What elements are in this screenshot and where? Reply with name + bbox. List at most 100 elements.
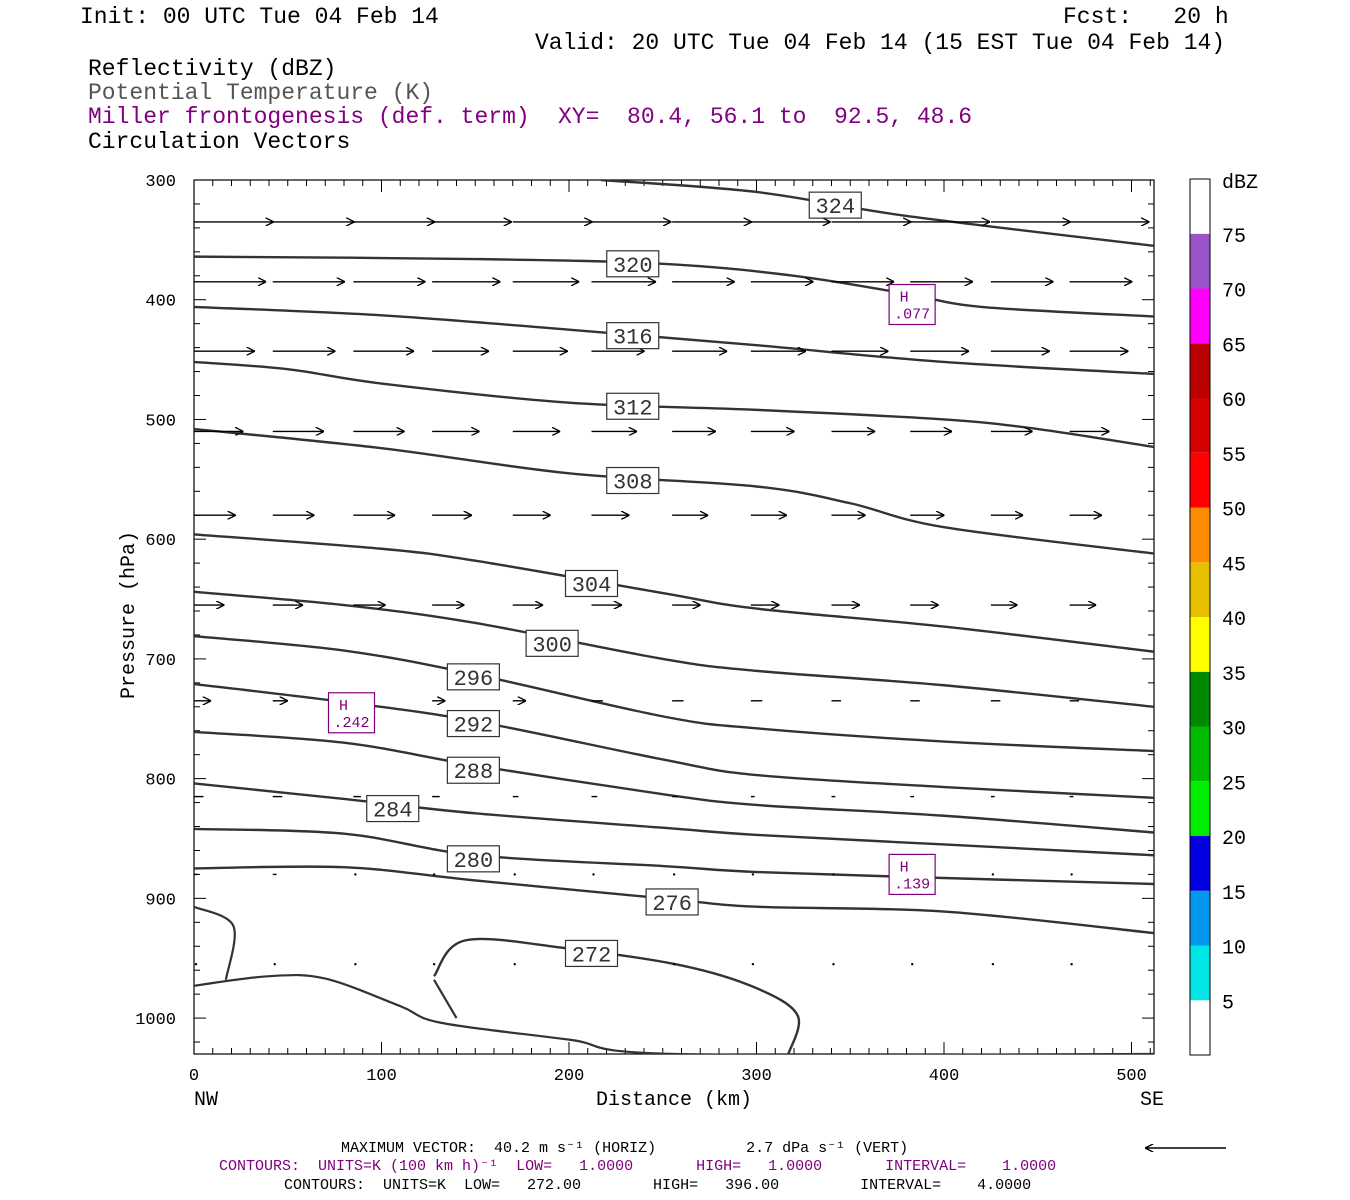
colorbar-label: 70 [1222,281,1246,304]
contour-label: 280 [454,849,494,874]
contour-label: 284 [373,799,413,824]
contour-label-box [606,322,660,350]
circulation-vector [991,963,995,966]
contour-label-box [606,466,660,495]
theta-contour-line [194,255,1154,318]
contour-label-box [564,569,619,598]
theta-contour-line [194,634,1154,753]
contour-label: 320 [613,254,653,279]
x-tick-label: 100 [366,1067,397,1086]
colorbar: 5 10 15 20 25 30 35 40 45 50 55 60 65 70 75 dBZ [1189,172,1258,1056]
y-tick-label: 1000 [135,1011,176,1030]
contour-label: 304 [572,573,612,598]
contour-label-box [446,756,500,784]
field-circulation-vectors: Circulation Vectors [88,129,351,155]
colorbar-label: 60 [1222,390,1246,413]
x-tick-label: 200 [554,1067,585,1086]
contour-label-box [446,709,500,738]
colorbar-segment [1190,179,1210,234]
x-tick-label: 0 [189,1067,199,1086]
contour-label: 324 [815,195,855,220]
colorbar-segment [1190,1000,1210,1055]
colorbar-label: 10 [1222,938,1246,961]
contour-label: 272 [572,943,612,968]
contour-label-box [564,939,619,968]
contour-label: 308 [613,471,653,496]
contour-label-box [446,845,500,873]
colorbar-segment [1190,781,1210,836]
circulation-vector [832,963,835,966]
x-tick-label: 300 [741,1067,772,1086]
cross-section-endpoints: XY= 80.4, 56.1 to 92.5, 48.6 [558,104,973,130]
fronto-max-value: .139 [894,876,930,893]
y-tick-label: 900 [145,891,176,910]
colorbar-label: 50 [1222,500,1246,523]
field-frontogenesis: Miller frontogenesis (def. term) [88,104,530,130]
colorbar-label: 5 [1222,992,1234,1015]
circulation-vector [991,873,995,876]
fronto-max-value: .077 [894,307,930,324]
y-tick-label: 800 [145,772,176,791]
contour-label: 276 [652,892,692,917]
circulation-vector [1070,963,1073,966]
theta-contour-line [600,180,1154,248]
x-tick-label: 500 [1116,1067,1147,1086]
circulation-vector [751,963,755,966]
colorbar-label: 45 [1222,554,1246,577]
colorbar-segment [1190,945,1210,1001]
theta-contour-line [194,360,1154,449]
circulation-vector [354,873,357,876]
plot-frame [193,179,1155,1055]
colorbar-segment [1190,726,1210,782]
circulation-vector [432,873,436,876]
vector-layer [194,222,1150,966]
circulation-vector [832,873,835,876]
contour-label-box [366,794,420,823]
colorbar-segment [1190,617,1210,672]
colorbar-segment [1190,671,1210,727]
circulation-vector [751,873,755,876]
colorbar-label: 75 [1222,226,1246,249]
right-endpoint-label: SE [1140,1089,1164,1112]
contour-label: 296 [454,667,494,692]
colorbar-label: 55 [1222,445,1246,468]
fronto-max-kind: H [900,290,909,307]
y-tick-label: 600 [145,532,176,551]
colorbar-segment [1190,343,1210,398]
theta-contour-line [194,590,1154,708]
theta-contour-line [194,782,1154,857]
valid-time: Valid: 20 UTC Tue 04 Feb 14 (15 EST Tue … [535,30,1226,56]
y-tick-label: 400 [145,293,176,312]
colorbar-label: 15 [1222,883,1246,906]
circulation-vector [1070,873,1073,876]
circulation-vector [592,873,595,876]
theta-contour-line [194,730,1154,834]
y-tick-label: 700 [145,652,176,671]
x-tick-label: 400 [929,1067,960,1086]
colorbar-segment [1190,562,1210,617]
colorbar-segment [1190,233,1210,289]
colorbar-segment [1190,288,1210,344]
max-vector-note: MAXIMUM VECTOR: 40.2 m s⁻¹ (HORIZ) 2.7 d… [341,1140,909,1157]
circulation-vector [194,963,198,966]
theta-contour-line [194,305,1154,376]
colorbar-label: 65 [1222,335,1246,358]
circulation-vector [273,963,276,966]
contour-label-box [606,392,660,420]
contour-layer [194,180,1154,1054]
theta-contour-line [194,427,1154,555]
circulation-vector [354,963,357,966]
colorbar-segment [1190,398,1210,453]
colorbar-frame [1189,178,1211,1056]
colorbar-segment [1190,452,1210,508]
fronto-max-value: .242 [333,715,369,732]
circulation-vector [513,873,516,876]
colorbar-label: 20 [1222,828,1246,851]
contour-label-box [645,888,699,916]
colorbar-label: 35 [1222,664,1246,687]
circulation-vector [672,963,676,966]
theta-contour-info: CONTOURS: UNITS=K LOW= 272.00 HIGH= 396.… [284,1177,1032,1194]
field-reflectivity: Reflectivity (dBZ) [88,56,337,82]
plot-area: 0 100 200 300 400 500 300 400 500 600 700 800 900 100… [135,173,1155,1086]
